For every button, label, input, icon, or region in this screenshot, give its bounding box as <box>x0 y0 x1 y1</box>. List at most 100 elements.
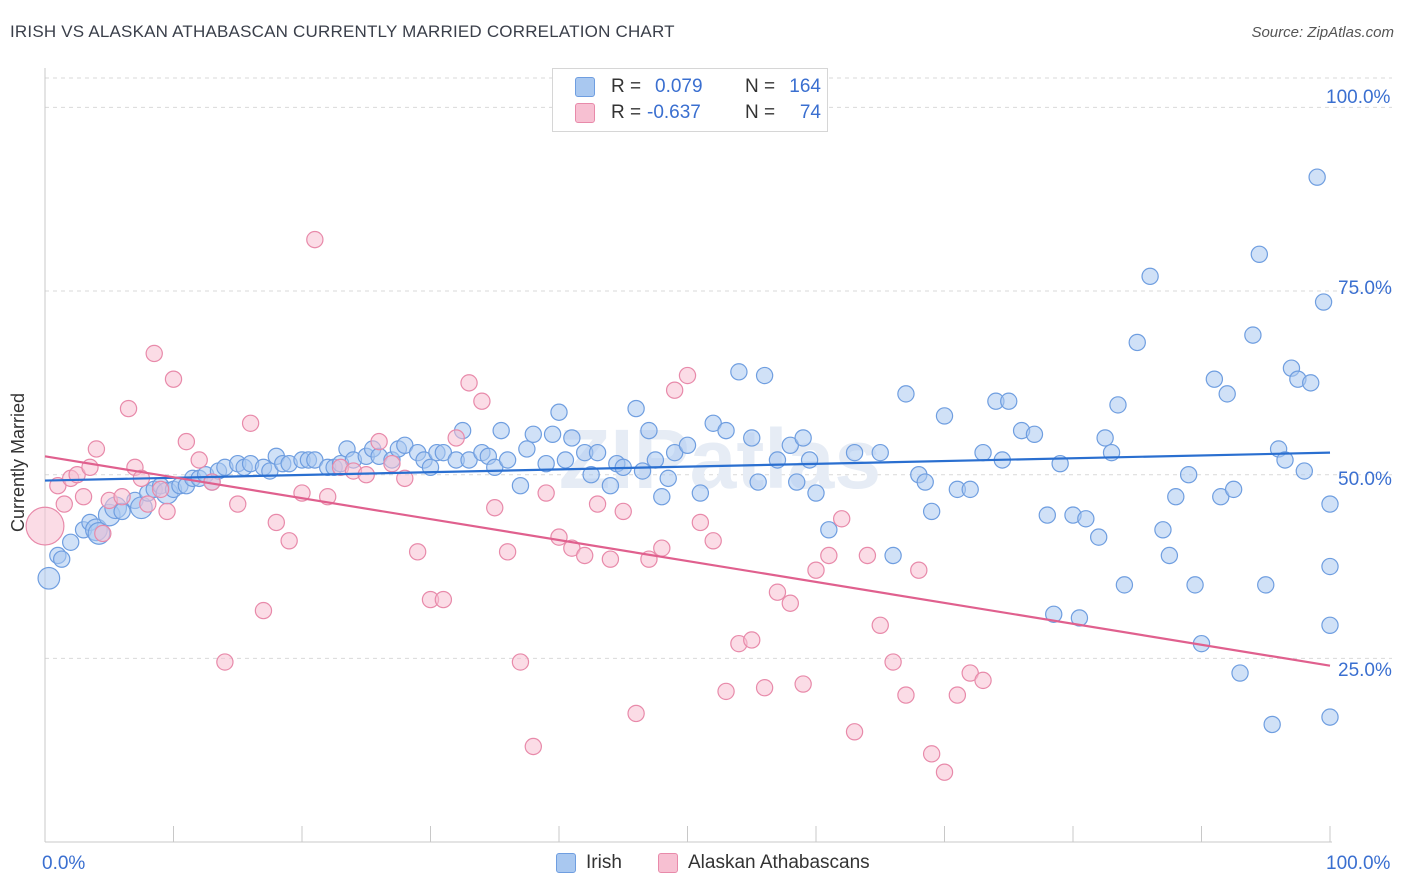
alaskan-point-1 <box>49 477 67 495</box>
irish-point-152 <box>1321 708 1339 726</box>
alaskan-point-7 <box>87 440 106 458</box>
irish-point-75 <box>627 399 645 418</box>
irish-point-79 <box>653 488 671 506</box>
irish-point-94 <box>800 451 819 469</box>
alaskan-point-47 <box>537 484 555 502</box>
legend-swatch-irish <box>575 77 595 97</box>
irish-point-60 <box>498 451 517 469</box>
alaskan-point-73 <box>871 616 889 634</box>
legend-r-label: R = <box>611 76 642 97</box>
irish-point-63 <box>524 425 543 443</box>
irish-point-149 <box>1321 557 1339 576</box>
alaskan-point-25 <box>254 601 273 620</box>
irish-point-97 <box>845 443 864 462</box>
series-swatch-irish <box>556 853 576 873</box>
alaskan-point-39 <box>434 590 453 609</box>
irish-point-147 <box>1308 168 1326 186</box>
irish-point-113 <box>1038 506 1057 524</box>
alaskan-point-16 <box>151 480 170 499</box>
correlation-legend: R = 0.079 N = 164 R = -0.637 N = 74 <box>552 68 828 132</box>
alaskan-point-20 <box>190 451 208 469</box>
series-legend: Irish Alaskan Athabascans <box>0 852 1406 878</box>
alaskan-point-76 <box>910 561 928 579</box>
irish-point-127 <box>1160 546 1179 565</box>
alaskan-point-65 <box>768 583 787 601</box>
alaskan-point-34 <box>370 432 388 451</box>
irish-point-112 <box>1025 425 1044 443</box>
alaskan-point-19 <box>177 432 196 451</box>
alaskan-point-42 <box>473 392 491 410</box>
alaskan-point-74 <box>884 653 902 671</box>
legend-row-alaskan: R = -0.637 N = 74 <box>575 101 821 125</box>
irish-point-85 <box>717 421 735 440</box>
alaskan-point-11 <box>119 399 138 418</box>
alaskan-point-75 <box>897 686 915 704</box>
irish-point-0 <box>37 566 61 590</box>
irish-point-123 <box>1115 576 1134 594</box>
irish-point-66 <box>550 403 568 421</box>
alaskan-point-61 <box>717 682 735 701</box>
series-label-alaskan: Alaskan Athabascans <box>688 852 870 873</box>
alaskan-point-18 <box>164 370 183 388</box>
alaskan-point-80 <box>961 664 979 682</box>
irish-point-82 <box>678 436 697 455</box>
irish-point-64 <box>537 454 555 473</box>
alaskan-point-2 <box>55 495 73 513</box>
irish-point-81 <box>665 443 684 462</box>
irish-point-146 <box>1302 374 1320 392</box>
legend-r-value: 0.079 <box>655 76 703 97</box>
irish-point-78 <box>646 451 665 469</box>
alaskan-point-35 <box>383 454 401 473</box>
alaskan-point-0 <box>25 506 65 546</box>
irish-point-124 <box>1128 333 1146 352</box>
irish-point-119 <box>1089 528 1108 546</box>
irish-point-3 <box>61 533 80 551</box>
irish-point-36 <box>306 451 324 469</box>
alaskan-point-57 <box>665 381 684 399</box>
irish-point-122 <box>1109 396 1127 414</box>
irish-point-102 <box>916 473 934 491</box>
alaskan-point-53 <box>614 502 632 521</box>
alaskan-point-72 <box>858 546 877 565</box>
alaskan-point-36 <box>396 469 414 488</box>
irish-point-106 <box>961 480 979 499</box>
alaskan-point-37 <box>408 543 427 561</box>
irish-point-72 <box>601 477 620 495</box>
irish-point-135 <box>1224 480 1243 499</box>
alaskan-point-17 <box>158 502 176 521</box>
irish-point-104 <box>935 407 954 425</box>
series-swatch-alaskan <box>658 853 678 873</box>
irish-point-133 <box>1212 488 1230 506</box>
irish-point-140 <box>1263 715 1281 734</box>
irish-point-65 <box>543 425 562 443</box>
irish-point-61 <box>511 477 530 495</box>
irish-point-76 <box>633 462 652 480</box>
irish-point-95 <box>807 484 825 502</box>
irish-point-47 <box>396 436 414 455</box>
irish-point-70 <box>582 465 600 484</box>
alaskan-point-27 <box>280 532 298 550</box>
legend-r-value: -0.637 <box>647 102 701 123</box>
irish-point-139 <box>1257 576 1275 594</box>
alaskan-point-15 <box>145 344 163 363</box>
alaskan-point-58 <box>678 366 697 385</box>
alaskan-point-67 <box>794 675 812 693</box>
series-legend-irish: Irish <box>556 852 622 874</box>
alaskan-point-43 <box>486 499 504 517</box>
alaskan-point-51 <box>588 495 607 513</box>
irish-point-118 <box>1077 510 1095 528</box>
alaskan-point-81 <box>974 671 992 690</box>
alaskan-point-68 <box>807 561 825 579</box>
irish-point-86 <box>730 363 748 381</box>
irish-point-130 <box>1186 576 1204 594</box>
irish-point-99 <box>884 546 902 565</box>
irish-point-126 <box>1154 521 1172 539</box>
irish-point-150 <box>1321 495 1339 513</box>
irish-point-148 <box>1314 293 1333 311</box>
legend-n-value: 164 <box>789 76 821 97</box>
irish-point-129 <box>1179 465 1198 484</box>
series-legend-alaskan: Alaskan Athabascans <box>658 852 870 874</box>
alaskan-point-66 <box>781 594 800 612</box>
alaskan-point-79 <box>948 686 967 704</box>
y-tick-label-75: 75.0% <box>1338 278 1392 299</box>
